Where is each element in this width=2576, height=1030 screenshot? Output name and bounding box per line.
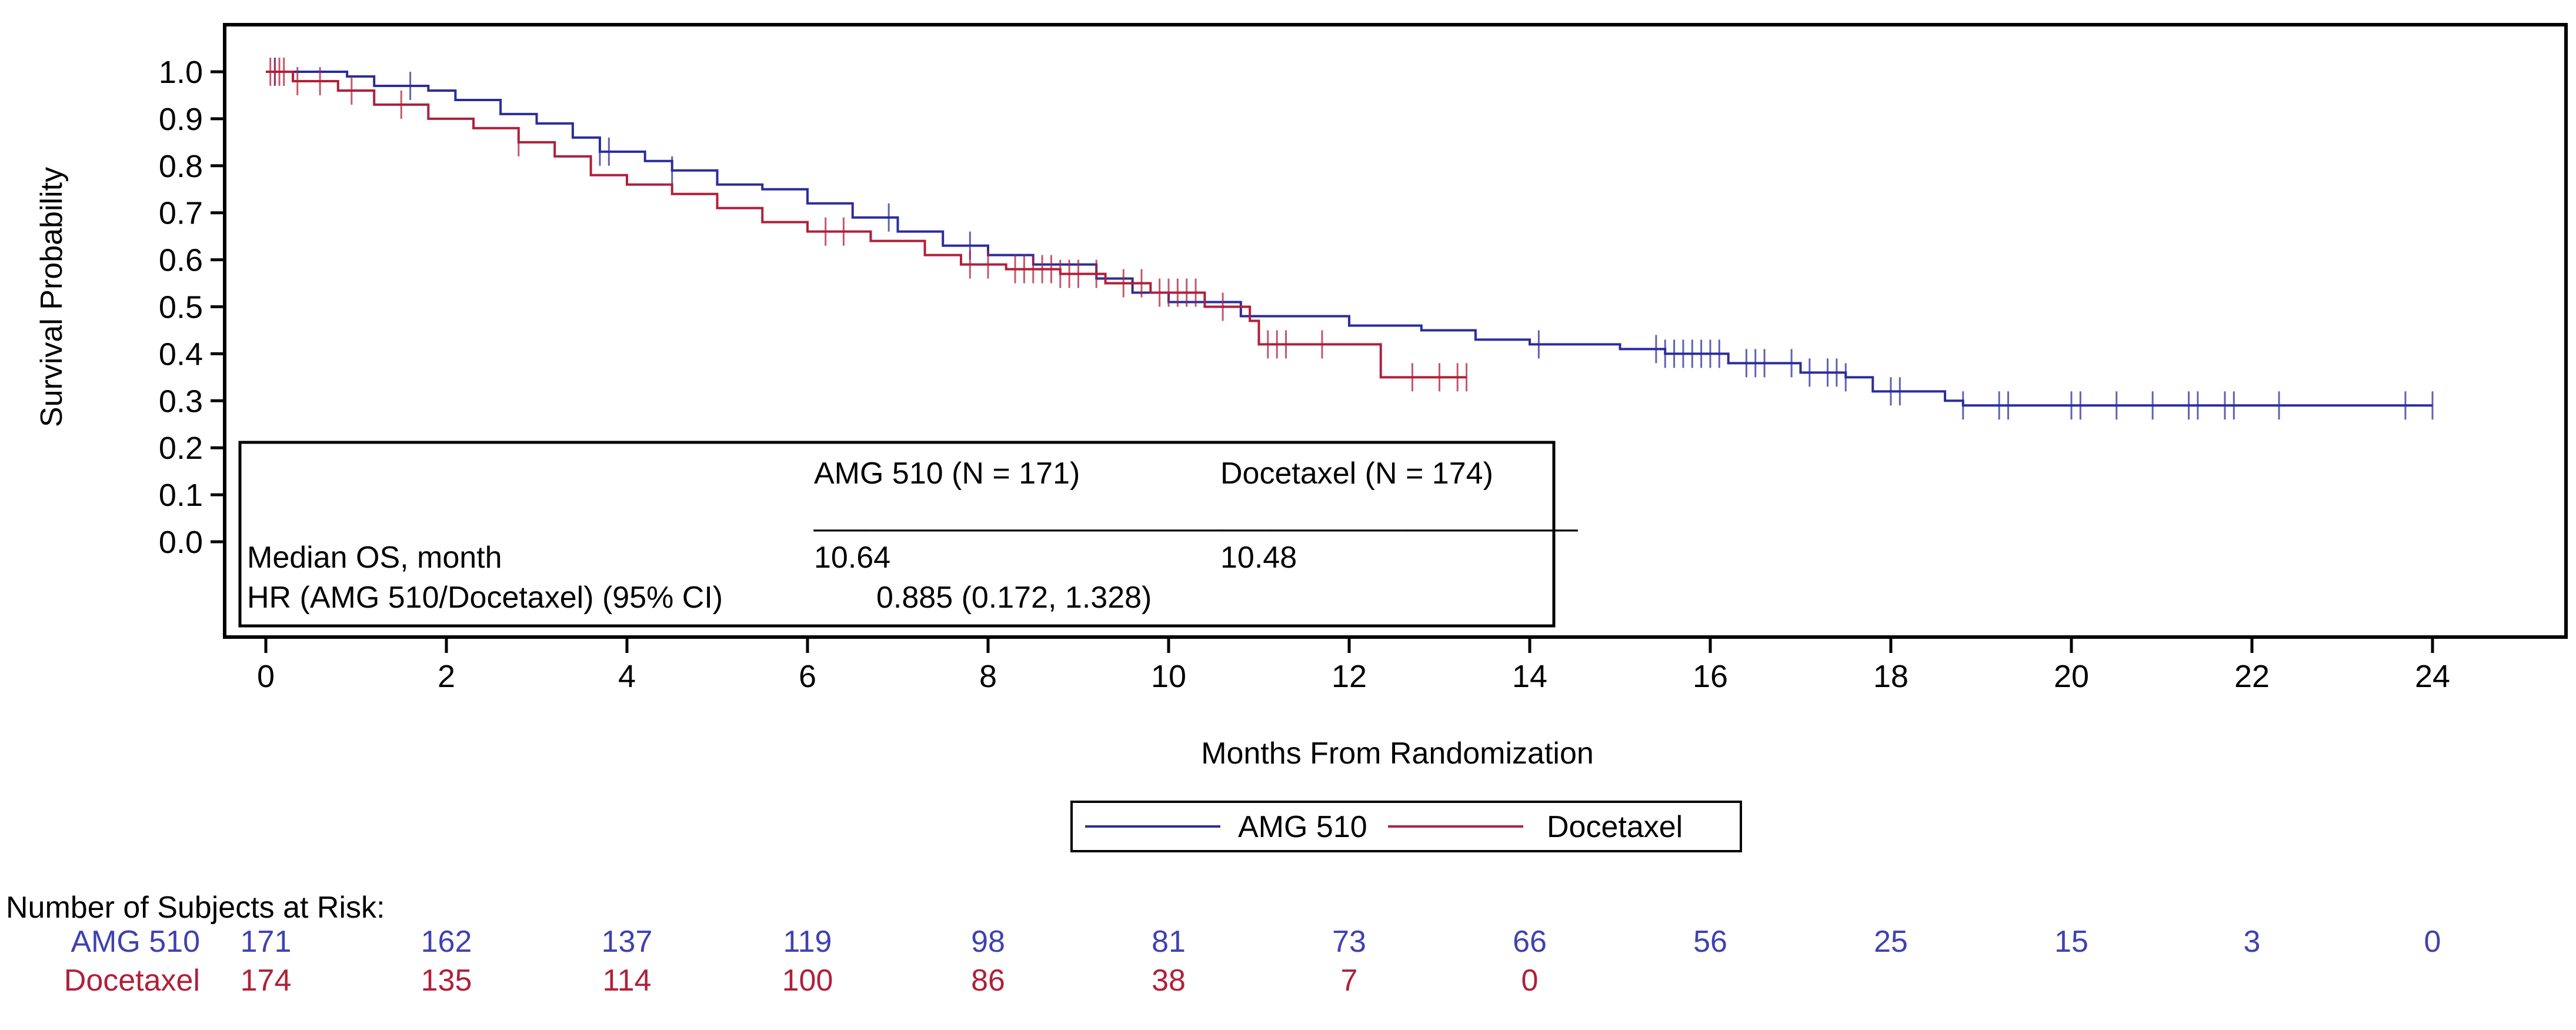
inset-rule-2: _____________________ bbox=[1220, 498, 1578, 532]
x-tick-label: 0 bbox=[257, 659, 275, 694]
risk-count: 81 bbox=[1152, 925, 1186, 959]
risk-count: 171 bbox=[241, 925, 292, 959]
risk-count: 119 bbox=[783, 925, 832, 959]
risk-count: 0 bbox=[2424, 925, 2441, 959]
x-tick-label: 2 bbox=[438, 659, 455, 694]
risk-count: 114 bbox=[603, 964, 652, 998]
risk-count: 73 bbox=[1332, 925, 1366, 959]
y-tick-label: 0.6 bbox=[159, 243, 203, 278]
x-tick-label: 20 bbox=[2054, 659, 2089, 694]
inset-rule-1: ________________________ bbox=[813, 498, 1223, 532]
x-tick-label: 4 bbox=[618, 659, 636, 694]
y-tick-label: 0.0 bbox=[159, 525, 203, 560]
inset-row1-col1: 10.64 bbox=[814, 541, 890, 575]
inset-row2-label: HR (AMG 510/Docetaxel) (95% CI) bbox=[247, 581, 723, 615]
x-tick-label: 18 bbox=[1873, 659, 1908, 694]
risk-count: 38 bbox=[1152, 964, 1186, 998]
risk-count: 137 bbox=[602, 925, 653, 959]
risk-table-title: Number of Subjects at Risk: bbox=[6, 891, 385, 925]
y-tick-label: 0.4 bbox=[159, 336, 203, 372]
risk-count: 98 bbox=[971, 925, 1005, 959]
x-tick-label: 6 bbox=[799, 659, 816, 694]
risk-count: 135 bbox=[421, 964, 472, 998]
risk-count: 3 bbox=[2244, 925, 2261, 959]
x-tick-label: 22 bbox=[2234, 659, 2270, 694]
legend-label-docetaxel: Docetaxel bbox=[1547, 810, 1683, 844]
x-tick-label: 24 bbox=[2415, 659, 2450, 694]
inset-row1-label: Median OS, month bbox=[247, 541, 502, 575]
x-tick-label: 16 bbox=[1693, 659, 1728, 694]
risk-count: 100 bbox=[782, 964, 833, 998]
inset-row2-value: 0.885 (0.172, 1.328) bbox=[876, 581, 1152, 615]
y-tick-label: 0.1 bbox=[159, 478, 203, 513]
x-tick-label: 12 bbox=[1332, 659, 1367, 694]
risk-count: 0 bbox=[1521, 964, 1539, 998]
y-tick-label: 0.2 bbox=[159, 431, 203, 466]
x-tick-label: 14 bbox=[1512, 659, 1547, 694]
risk-row-label: AMG 510 bbox=[71, 925, 200, 959]
y-tick-label: 0.8 bbox=[159, 149, 203, 184]
legend-label-amg510: AMG 510 bbox=[1238, 810, 1367, 844]
survival-curve-amg510 bbox=[266, 71, 2432, 407]
inset-col2-header: Docetaxel (N = 174) bbox=[1220, 456, 1493, 491]
x-tick-label: 8 bbox=[979, 659, 997, 694]
y-tick-label: 0.5 bbox=[159, 290, 203, 325]
risk-row-label: Docetaxel bbox=[64, 964, 200, 998]
inset-col1-header: AMG 510 (N = 171) bbox=[814, 456, 1080, 491]
inset-table: AMG 510 (N = 171) Docetaxel (N = 174) __… bbox=[238, 441, 1578, 628]
risk-count: 7 bbox=[1341, 964, 1358, 998]
risk-count: 66 bbox=[1513, 925, 1547, 959]
risk-count: 25 bbox=[1874, 925, 1908, 959]
y-axis-label: Survival Probability bbox=[35, 167, 69, 427]
x-axis-label: Months From Randomization bbox=[1201, 736, 1594, 771]
inset-row1-col2: 10.48 bbox=[1220, 541, 1297, 575]
plot-frame bbox=[223, 23, 2568, 639]
y-tick-label: 1.0 bbox=[159, 55, 203, 90]
risk-count: 86 bbox=[971, 964, 1005, 998]
x-tick-label: 10 bbox=[1151, 659, 1186, 694]
risk-count: 162 bbox=[421, 925, 472, 959]
risk-count: 56 bbox=[1693, 925, 1727, 959]
survival-curve-docetaxel bbox=[266, 71, 1467, 379]
risk-count: 15 bbox=[2054, 925, 2088, 959]
y-tick-label: 0.3 bbox=[159, 384, 203, 419]
risk-count: 174 bbox=[241, 964, 292, 998]
y-tick-label: 0.9 bbox=[159, 102, 203, 137]
legend: AMG 510 Docetaxel bbox=[1070, 801, 1742, 852]
y-tick-label: 0.7 bbox=[159, 196, 203, 231]
